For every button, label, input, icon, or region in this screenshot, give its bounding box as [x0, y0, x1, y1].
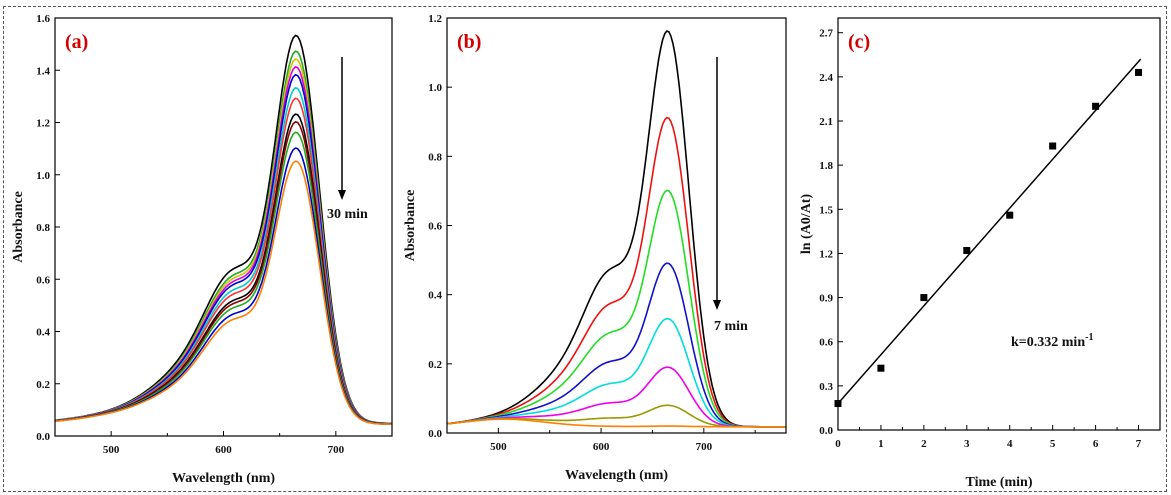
rate-constant-value: k=0.332 min: [1011, 335, 1085, 350]
y-tick-label: 1.5: [819, 204, 833, 216]
x-tick-label: 700: [696, 441, 713, 453]
x-tick-label: 7: [1136, 438, 1142, 450]
data-point-6: [1092, 102, 1100, 110]
data-point-5: [1049, 142, 1057, 150]
y-tick-label: 2.7: [819, 28, 833, 40]
y-tick-label: 0.8: [36, 222, 50, 234]
y-tick-label: 0.0: [36, 431, 50, 443]
data-point-3: [963, 246, 971, 254]
figure-frame: [3, 6, 1167, 492]
spectrum-line-11: [54, 160, 392, 426]
x-tick-label: 500: [490, 441, 507, 453]
y-tick-label: 1.2: [428, 13, 442, 25]
y-tick-label: 2.1: [819, 116, 833, 128]
y-axis-label: Absorbance: [403, 190, 418, 262]
x-axis-label: Wavelength (nm): [172, 471, 275, 486]
spectrum-line-0: [446, 30, 786, 428]
data-point-7: [1135, 68, 1143, 76]
plot-frame-1: [446, 17, 787, 434]
data-point-4: [1006, 211, 1014, 219]
data-point-2: [920, 294, 928, 302]
spectrum-line-2: [446, 189, 786, 428]
x-tick-label: 700: [328, 444, 345, 456]
plot-frame-2: [837, 17, 1161, 431]
panel-label: (b): [457, 31, 481, 53]
x-tick-label: 3: [964, 438, 970, 450]
x-tick-label: 500: [103, 444, 120, 456]
panel-label: (c): [848, 31, 870, 53]
y-tick-label: 0.9: [819, 293, 833, 305]
spectrum-line-1: [446, 116, 786, 428]
y-tick-label: 1.2: [36, 118, 50, 130]
x-tick-label: 4: [1007, 438, 1013, 450]
spectrum-line-4: [446, 317, 786, 428]
x-tick-label: 6: [1093, 438, 1099, 450]
x-tick-label: 0: [835, 438, 841, 450]
x-tick-label: 600: [215, 444, 232, 456]
y-tick-label: 0.0: [428, 428, 442, 440]
y-tick-label: 1.8: [819, 160, 833, 172]
y-tick-label: 0.6: [428, 221, 442, 233]
y-tick-label: 1.2: [819, 248, 833, 260]
y-tick-label: 1.4: [36, 65, 50, 77]
rate-constant-label: k=0.332 min-1: [1011, 332, 1093, 350]
spectrum-line-7: [446, 418, 786, 428]
y-tick-label: 1.0: [428, 82, 442, 94]
x-tick-label: 600: [593, 441, 610, 453]
annotation-time-a: 30 min: [327, 207, 368, 222]
y-tick-label: 1.6: [36, 13, 50, 25]
y-tick-label: 0.6: [36, 274, 50, 286]
y-tick-label: 0.6: [819, 337, 833, 349]
y-tick-label: 0.3: [819, 381, 833, 393]
y-axis-label: Absorbance: [11, 191, 26, 263]
x-tick-label: 2: [921, 438, 927, 450]
annotation-time-b: 7 min: [714, 319, 748, 334]
fit-line: [837, 58, 1142, 405]
x-tick-label: 5: [1050, 438, 1056, 450]
y-axis-label: ln (A0/At): [799, 194, 814, 255]
y-tick-label: 0.4: [428, 290, 442, 302]
y-tick-label: 0.2: [36, 379, 50, 391]
y-tick-label: 2.4: [819, 72, 833, 84]
x-axis-label: Wavelength (nm): [565, 468, 668, 483]
y-tick-label: 0.4: [36, 327, 50, 339]
y-tick-label: 1.0: [36, 170, 50, 182]
x-tick-label: 1: [878, 438, 884, 450]
time-arrow-a-head: [338, 190, 346, 200]
data-point-1: [877, 364, 885, 372]
y-tick-label: 0.8: [428, 151, 442, 163]
rate-constant-exponent: -1: [1085, 332, 1093, 343]
x-axis-label: Time (min): [965, 475, 1032, 490]
time-arrow-b-head: [713, 300, 721, 310]
y-tick-label: 0.0: [819, 425, 833, 437]
panel-label: (a): [65, 31, 88, 53]
y-tick-label: 0.2: [428, 359, 442, 371]
